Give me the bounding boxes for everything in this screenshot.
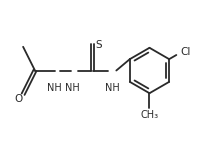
Text: S: S	[95, 40, 102, 50]
Text: NH: NH	[65, 83, 80, 93]
Text: CH₃: CH₃	[140, 110, 159, 120]
Text: NH: NH	[104, 83, 119, 93]
Text: O: O	[14, 94, 22, 104]
Text: Cl: Cl	[180, 47, 191, 57]
Text: NH: NH	[47, 83, 62, 93]
